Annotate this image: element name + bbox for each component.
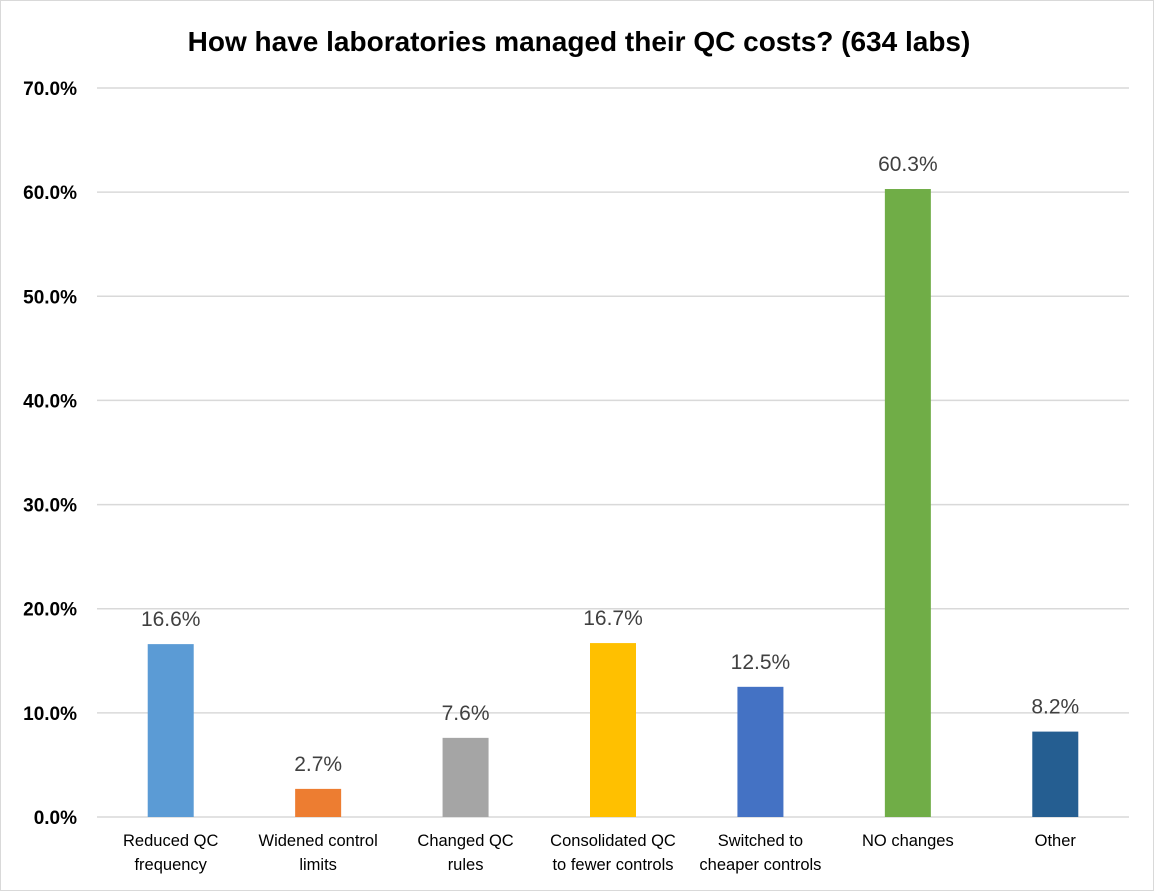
x-tick-label: Changed QC — [417, 832, 513, 850]
data-label: 60.3% — [878, 153, 938, 176]
bar — [1032, 731, 1079, 817]
y-tick-label: 0.0% — [34, 808, 77, 829]
x-tick-label: Widened control — [259, 832, 378, 850]
data-label: 7.6% — [442, 702, 490, 725]
x-tick-label: Consolidated QC — [550, 832, 676, 850]
y-tick-label: 60.0% — [23, 183, 77, 204]
y-tick-label: 50.0% — [23, 287, 77, 308]
data-label: 2.7% — [294, 753, 342, 776]
bar — [590, 643, 636, 817]
x-tick-label: limits — [299, 856, 337, 874]
y-tick-label: 20.0% — [23, 600, 77, 621]
bar — [884, 189, 931, 818]
data-label: 16.6% — [141, 608, 201, 631]
x-tick-label: Reduced QC — [123, 832, 218, 850]
x-tick-label: cheaper controls — [699, 856, 821, 874]
data-label: 16.7% — [583, 607, 643, 630]
x-tick-label: to fewer controls — [552, 856, 673, 874]
data-label: 12.5% — [731, 651, 791, 674]
bar — [737, 686, 784, 817]
bar — [147, 644, 194, 817]
x-tick-label: Other — [1035, 832, 1077, 850]
data-label: 8.2% — [1031, 696, 1079, 719]
y-tick-label: 70.0% — [23, 79, 77, 100]
bar — [295, 788, 342, 817]
x-tick-label: Switched to — [718, 832, 803, 850]
x-tick-label: frequency — [134, 856, 207, 874]
y-tick-label: 40.0% — [23, 391, 77, 412]
bar — [442, 737, 489, 817]
y-tick-label: 10.0% — [23, 704, 77, 725]
x-tick-label: rules — [448, 856, 484, 874]
y-tick-label: 30.0% — [23, 496, 77, 517]
chart-title: How have laboratories managed their QC c… — [188, 26, 971, 57]
x-tick-label: NO changes — [862, 832, 954, 850]
